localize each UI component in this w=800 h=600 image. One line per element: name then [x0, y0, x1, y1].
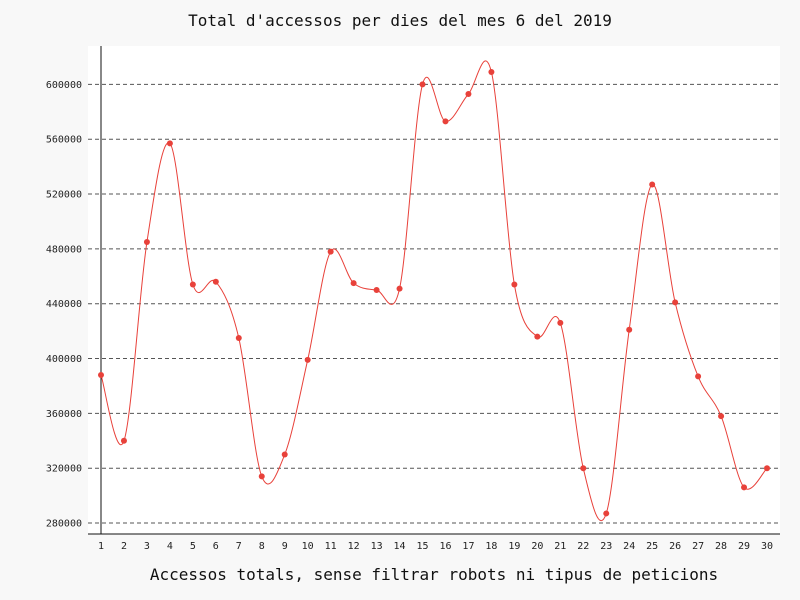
y-tick-label: 520000: [46, 190, 82, 201]
data-point: [212, 278, 219, 285]
data-point: [304, 356, 311, 363]
x-tick-label: 6: [213, 541, 219, 552]
x-tick-label: 24: [623, 541, 635, 552]
x-tick-label: 23: [600, 541, 612, 552]
data-point: [373, 287, 380, 293]
y-tick-label: 400000: [46, 354, 82, 365]
x-tick-label: 12: [348, 541, 360, 552]
x-tick-label: 8: [259, 541, 265, 552]
data-point: [350, 280, 357, 287]
data-point: [281, 451, 288, 458]
x-tick-label: 5: [190, 541, 196, 552]
x-tick-label: 14: [394, 541, 406, 552]
x-tick-label: 11: [325, 541, 337, 552]
data-point: [98, 371, 104, 378]
data-point: [442, 118, 449, 125]
data-point: [718, 413, 725, 420]
y-tick-label: 280000: [46, 519, 82, 530]
y-tick-label: 360000: [46, 409, 82, 420]
data-point: [143, 239, 150, 246]
x-tick-label: 16: [439, 541, 451, 552]
x-tick-label: 10: [302, 541, 314, 552]
x-tick-label: 1: [98, 541, 104, 552]
y-axis-ticks: 280000 320000 360000 400000 440000 480000 5200…: [46, 80, 82, 530]
x-tick-label: 4: [167, 541, 173, 552]
x-tick-label: 13: [371, 541, 383, 552]
x-tick-label: 15: [416, 541, 428, 552]
x-tick-label: 28: [715, 541, 727, 552]
data-point: [120, 437, 127, 444]
x-tick-label: 21: [554, 541, 566, 552]
data-point: [672, 299, 679, 306]
chart-title: Total d'accessos per dies del mes 6 del …: [188, 11, 612, 30]
x-tick-label: 20: [531, 541, 543, 552]
axes: [88, 46, 780, 535]
x-tick-label: 29: [738, 541, 750, 552]
y-tick-label: 560000: [46, 135, 82, 146]
data-point: [534, 333, 541, 340]
x-tick-label: 25: [646, 541, 658, 552]
data-point: [511, 281, 518, 288]
y-tick-label: 600000: [46, 80, 82, 91]
y-tick-label: 320000: [46, 464, 82, 475]
x-tick-label: 27: [692, 541, 704, 552]
data-point: [626, 326, 633, 333]
x-tick-label: 7: [236, 541, 242, 552]
x-tick-label: 18: [485, 541, 497, 552]
data-point: [580, 465, 587, 472]
x-tick-label: 19: [508, 541, 520, 552]
x-tick-label: 2: [121, 541, 127, 552]
data-point: [419, 81, 426, 88]
x-tick-label: 17: [462, 541, 474, 552]
series-points: [98, 69, 770, 517]
data-point: [396, 285, 403, 292]
data-point: [764, 465, 770, 472]
data-point: [649, 181, 656, 188]
data-point: [603, 510, 610, 517]
y-tick-label: 480000: [46, 244, 82, 255]
series-line: [100, 60, 768, 522]
plot-area: [88, 46, 780, 534]
data-point: [465, 90, 472, 97]
x-axis-ticks: 1 2 3 4 5 6 7 8 9 10 11 12 13 14 15 16 17 18 19 20 21 22 23 24 2…: [98, 541, 773, 552]
data-point: [189, 281, 196, 288]
x-tick-label: 22: [577, 541, 589, 552]
grid-lines: [88, 83, 780, 524]
x-tick-label: 9: [282, 541, 288, 552]
x-tick-label: 30: [761, 541, 773, 552]
data-point: [258, 473, 265, 480]
x-tick-label: 26: [669, 541, 681, 552]
data-point: [695, 373, 702, 380]
data-point: [327, 248, 334, 255]
data-point: [557, 319, 564, 326]
y-tick-label: 440000: [46, 299, 82, 310]
data-point: [741, 484, 748, 491]
data-point: [166, 140, 173, 147]
data-point: [235, 334, 242, 341]
data-point: [488, 69, 495, 76]
x-axis-label: Accessos totals, sense filtrar robots ni…: [150, 565, 718, 584]
x-tick-label: 3: [144, 541, 150, 552]
